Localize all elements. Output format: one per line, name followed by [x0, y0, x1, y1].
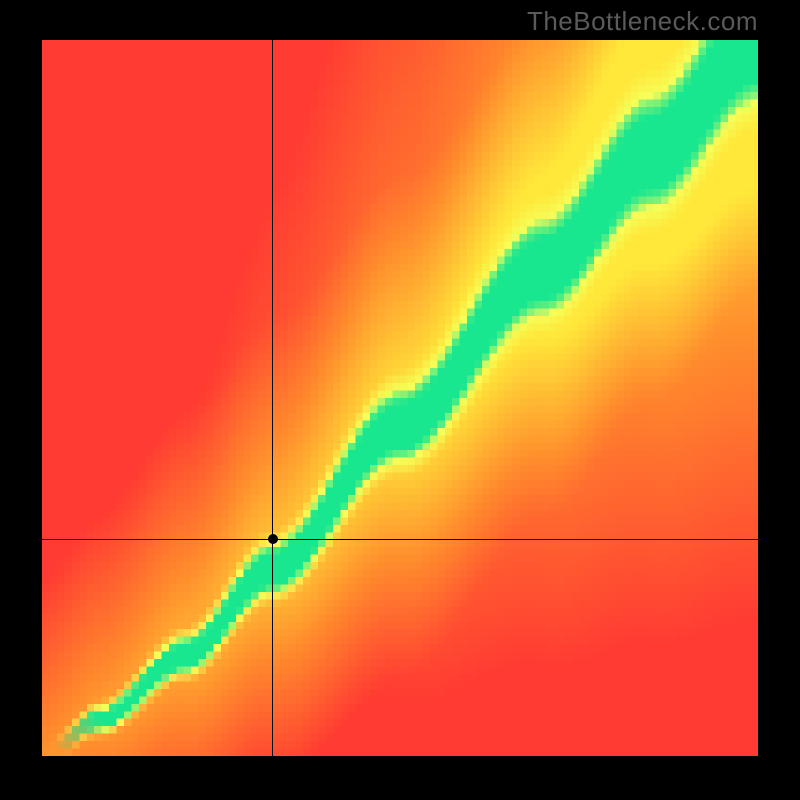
outer-frame: TheBottleneck.com — [0, 0, 800, 800]
crosshair-horizontal — [42, 539, 758, 540]
watermark-text: TheBottleneck.com — [527, 6, 758, 37]
heatmap-canvas — [42, 40, 758, 756]
crosshair-vertical — [272, 40, 273, 756]
heatmap-plot — [42, 40, 758, 756]
